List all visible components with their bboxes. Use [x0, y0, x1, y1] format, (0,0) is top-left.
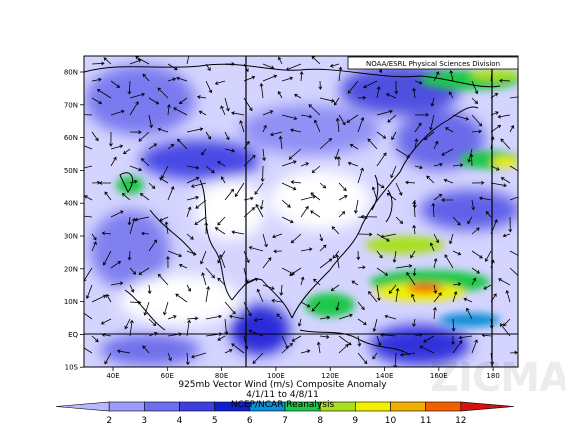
lon-label: 80E: [215, 372, 228, 380]
colorbar-tick-label: 10: [385, 416, 397, 426]
colorbar-cell: [460, 401, 515, 412]
caption-source: NCEP/NCAR Reanalysis: [230, 400, 335, 410]
caption-dates: 4/1/11 to 4/8/11: [246, 390, 319, 400]
lat-label: 20N: [64, 265, 78, 273]
colorbar-tick-label: 5: [212, 416, 218, 426]
lat-label: EQ: [68, 331, 78, 339]
lat-label: 50N: [64, 167, 78, 175]
source-box: [347, 56, 519, 70]
colorbar-tick-label: 6: [247, 416, 253, 426]
colorbar-tick-label: 11: [420, 416, 431, 426]
lon-label: 140E: [376, 372, 394, 380]
watermark: ZICMA: [430, 355, 565, 401]
colorbar: [55, 401, 515, 412]
lat-label: 10N: [64, 298, 78, 306]
lat-label: 30N: [64, 233, 78, 241]
lon-label: 120E: [321, 372, 339, 380]
colorbar-tick-label: 3: [141, 416, 147, 426]
lon-label: 180: [486, 372, 499, 380]
lon-labels: 40E 60E 80E 100E 120E 140E 160E 180: [106, 367, 500, 380]
colorbar-tick-label: 2: [106, 416, 112, 426]
source-label: NOAA/ESRL Physical Sciences Division: [366, 60, 500, 68]
colorbar-tick-label: 4: [177, 416, 183, 426]
lat-label: 10S: [65, 364, 79, 372]
colorbar-tick-label: 7: [282, 416, 288, 426]
map-frame: [83, 55, 519, 368]
lat-labels: 80N 70N 60N 50N 40N 30N 20N 10N EQ 10S: [64, 69, 84, 372]
lon-label: 60E: [161, 372, 174, 380]
lon-label: 160E: [430, 372, 448, 380]
colorbar-tick-label: 9: [352, 416, 358, 426]
colorbar-tick-label: 8: [317, 416, 323, 426]
caption-title: 925mb Vector Wind (m/s) Composite Anomal…: [178, 380, 387, 390]
lat-label: 80N: [64, 69, 78, 77]
colorbar-tick-label: 12: [455, 416, 466, 426]
lon-label: 40E: [106, 372, 119, 380]
map-area: [84, 56, 518, 367]
colorbar-ticks: 2 3 4 5 6 7 8 9 10 11 12: [106, 416, 466, 426]
lat-label: 40N: [64, 200, 78, 208]
anomaly-field-strong: [116, 69, 518, 327]
lat-label: 60N: [64, 134, 78, 142]
anomaly-field-blue: [85, 65, 518, 366]
lat-label: 70N: [64, 101, 78, 109]
lon-label: 100E: [267, 372, 285, 380]
